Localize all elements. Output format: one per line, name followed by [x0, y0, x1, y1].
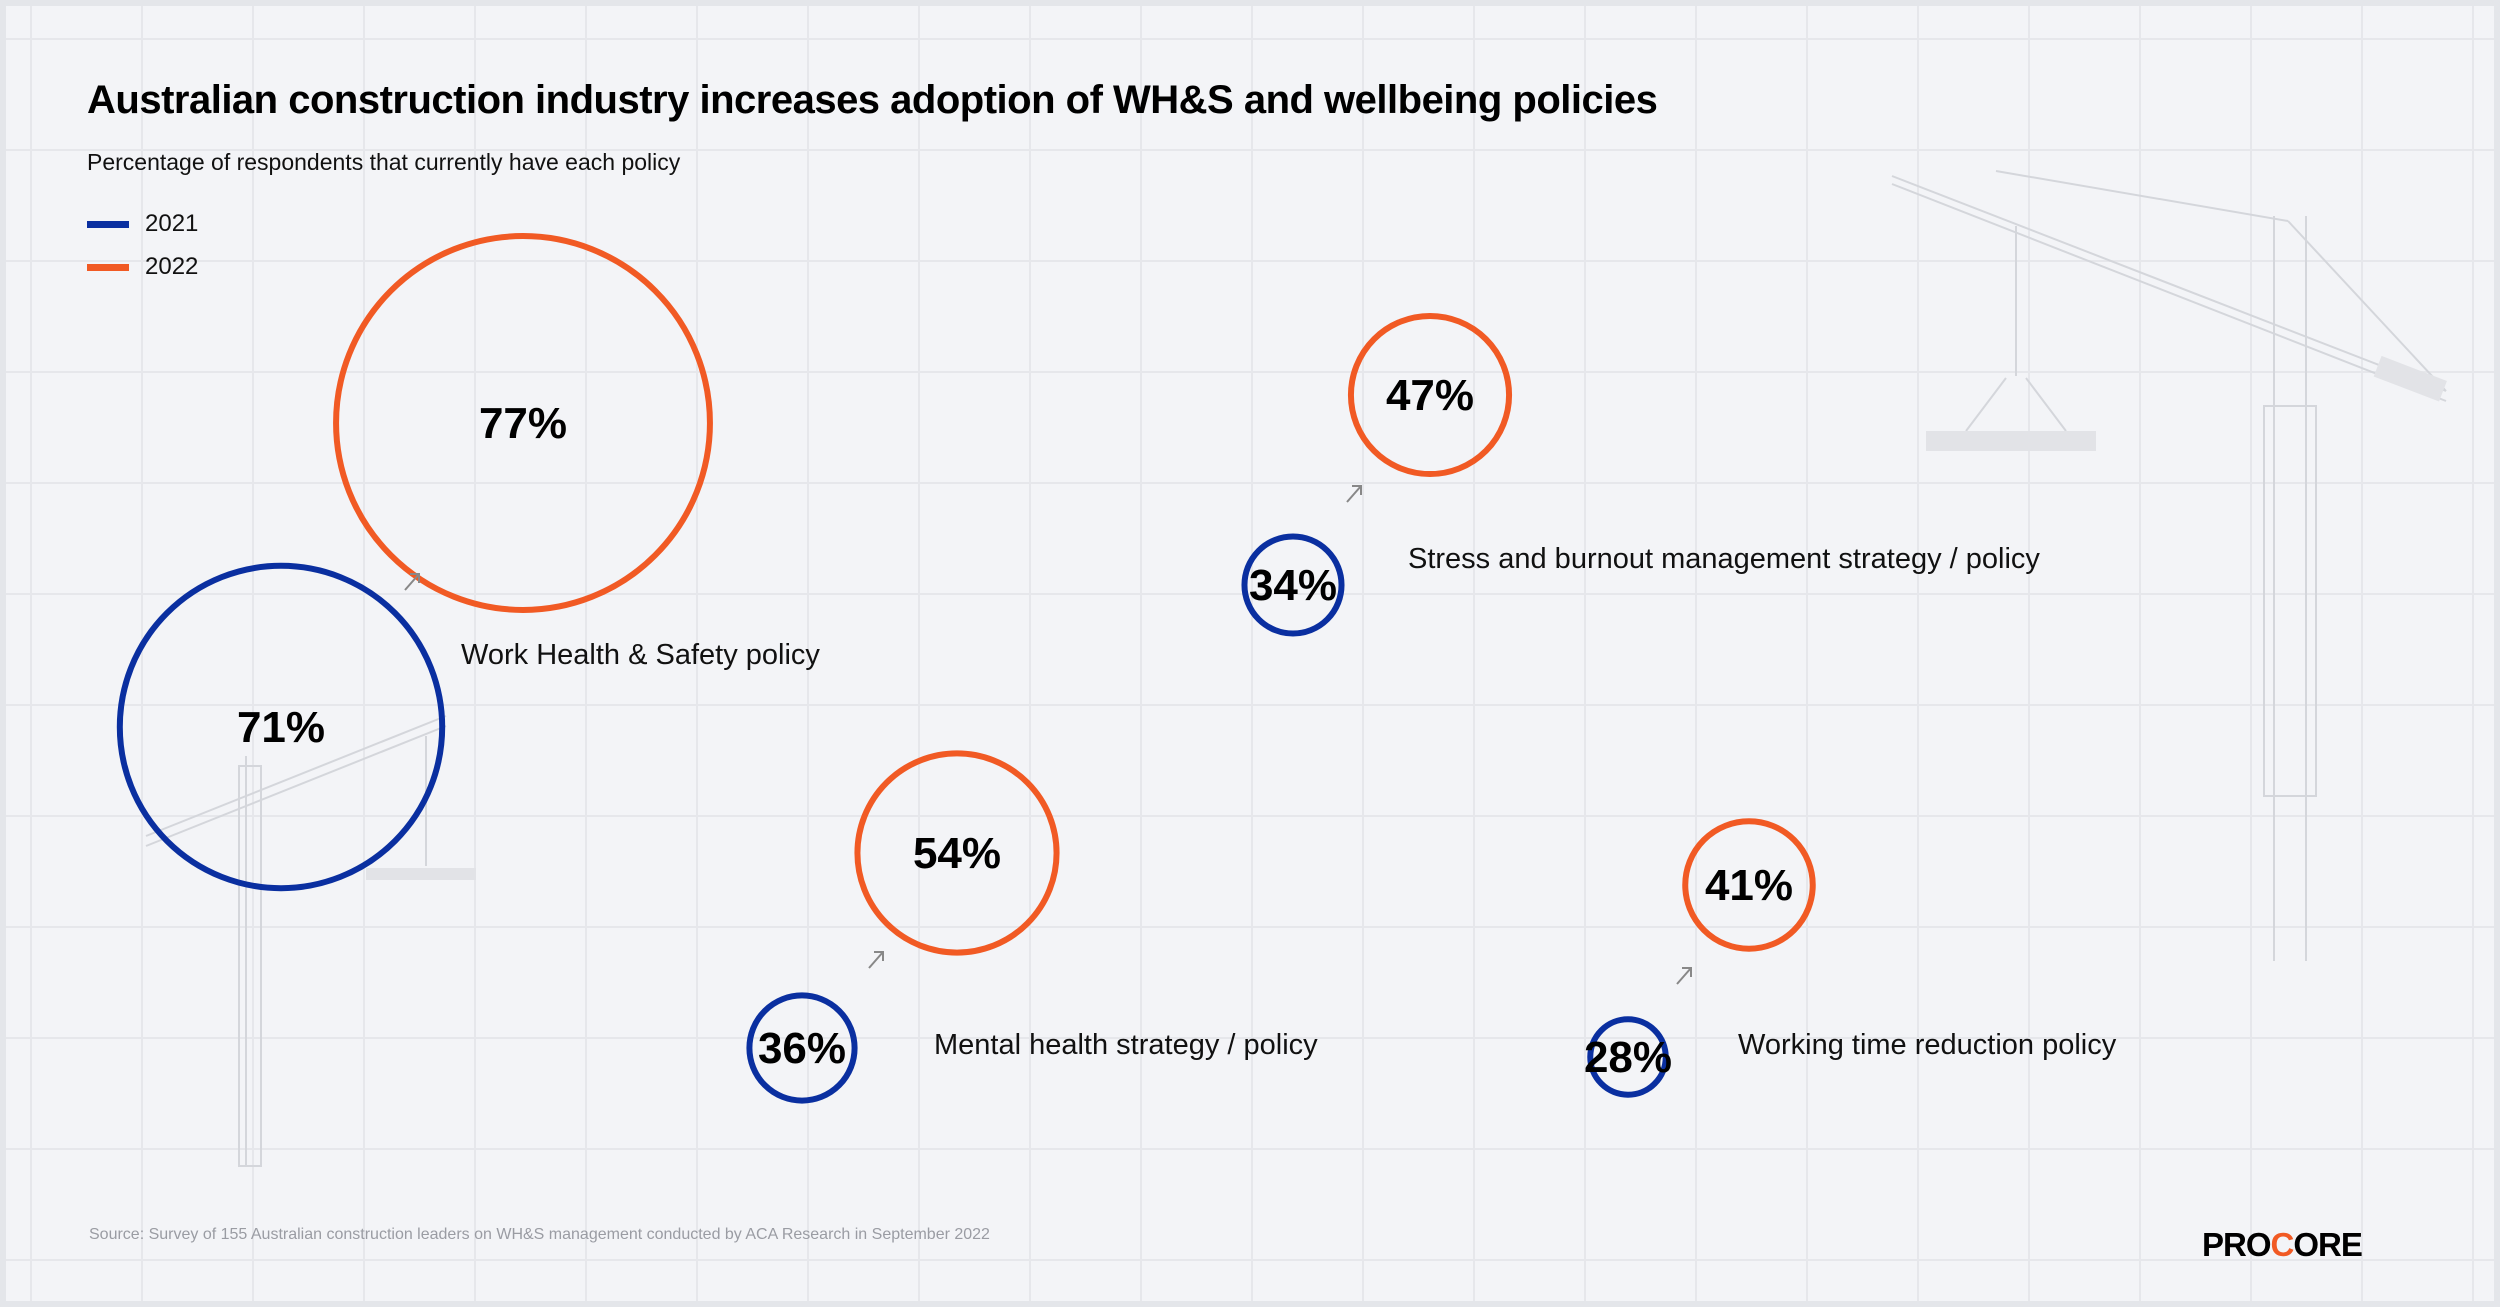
procore-logo: PROCORE — [2202, 1226, 2363, 1263]
bubble-2022-1 — [1347, 312, 1513, 478]
increase-arrow-icon — [868, 951, 884, 969]
legend-item-2022: 2022 — [87, 253, 198, 281]
bubble-2021-3 — [1587, 1016, 1669, 1098]
category-label: Work Health & Safety policy — [461, 639, 820, 671]
crane-illustration — [145, 170, 2447, 1167]
bubble-value-2022-3: 41% — [1705, 861, 1793, 910]
increase-arrow-icon — [1346, 485, 1362, 503]
legend-swatch-2021 — [87, 220, 129, 228]
chart-subtitle: Percentage of respondents that currently… — [87, 149, 681, 175]
category-label: Working time reduction policy — [1738, 1029, 2117, 1061]
source-note: Source: Survey of 155 Australian constru… — [89, 1226, 990, 1243]
category-label: Stress and burnout management strategy /… — [1408, 543, 2040, 575]
bubble-2022-3 — [1682, 818, 1816, 952]
bubble-value-2021-2: 36% — [758, 1024, 846, 1073]
bubble-2021-0 — [116, 562, 446, 892]
bubble-value-2021-3: 28% — [1584, 1033, 1672, 1082]
bubble-2021-1 — [1241, 533, 1345, 637]
bubble-value-2022-2: 54% — [913, 829, 1001, 878]
increase-arrow-icon — [404, 573, 420, 591]
chart-title: Australian construction industry increas… — [87, 78, 1658, 122]
bubble-value-2021-1: 34% — [1249, 561, 1337, 610]
bubble-value-2022-0: 77% — [479, 399, 567, 448]
bubble-chart: 71% 77% Work Health & Safety policy 34% 47% S… — [116, 233, 2117, 1104]
legend-item-2021: 2021 — [87, 210, 198, 238]
bubble-value-2022-1: 47% — [1386, 371, 1474, 420]
category-label: Mental health strategy / policy — [934, 1029, 1318, 1061]
legend-swatch-2022 — [87, 263, 129, 271]
bubble-2022-2 — [854, 750, 1060, 956]
bubble-2021-2 — [746, 992, 858, 1104]
bubble-value-2021-0: 71% — [237, 703, 325, 752]
legend-label-2022: 2022 — [145, 253, 199, 280]
increase-arrow-icon — [1676, 967, 1692, 985]
legend-label-2021: 2021 — [145, 210, 199, 237]
infographic-canvas: Australian construction industry increas… — [6, 6, 2494, 1301]
bubble-2022-0 — [333, 233, 713, 613]
